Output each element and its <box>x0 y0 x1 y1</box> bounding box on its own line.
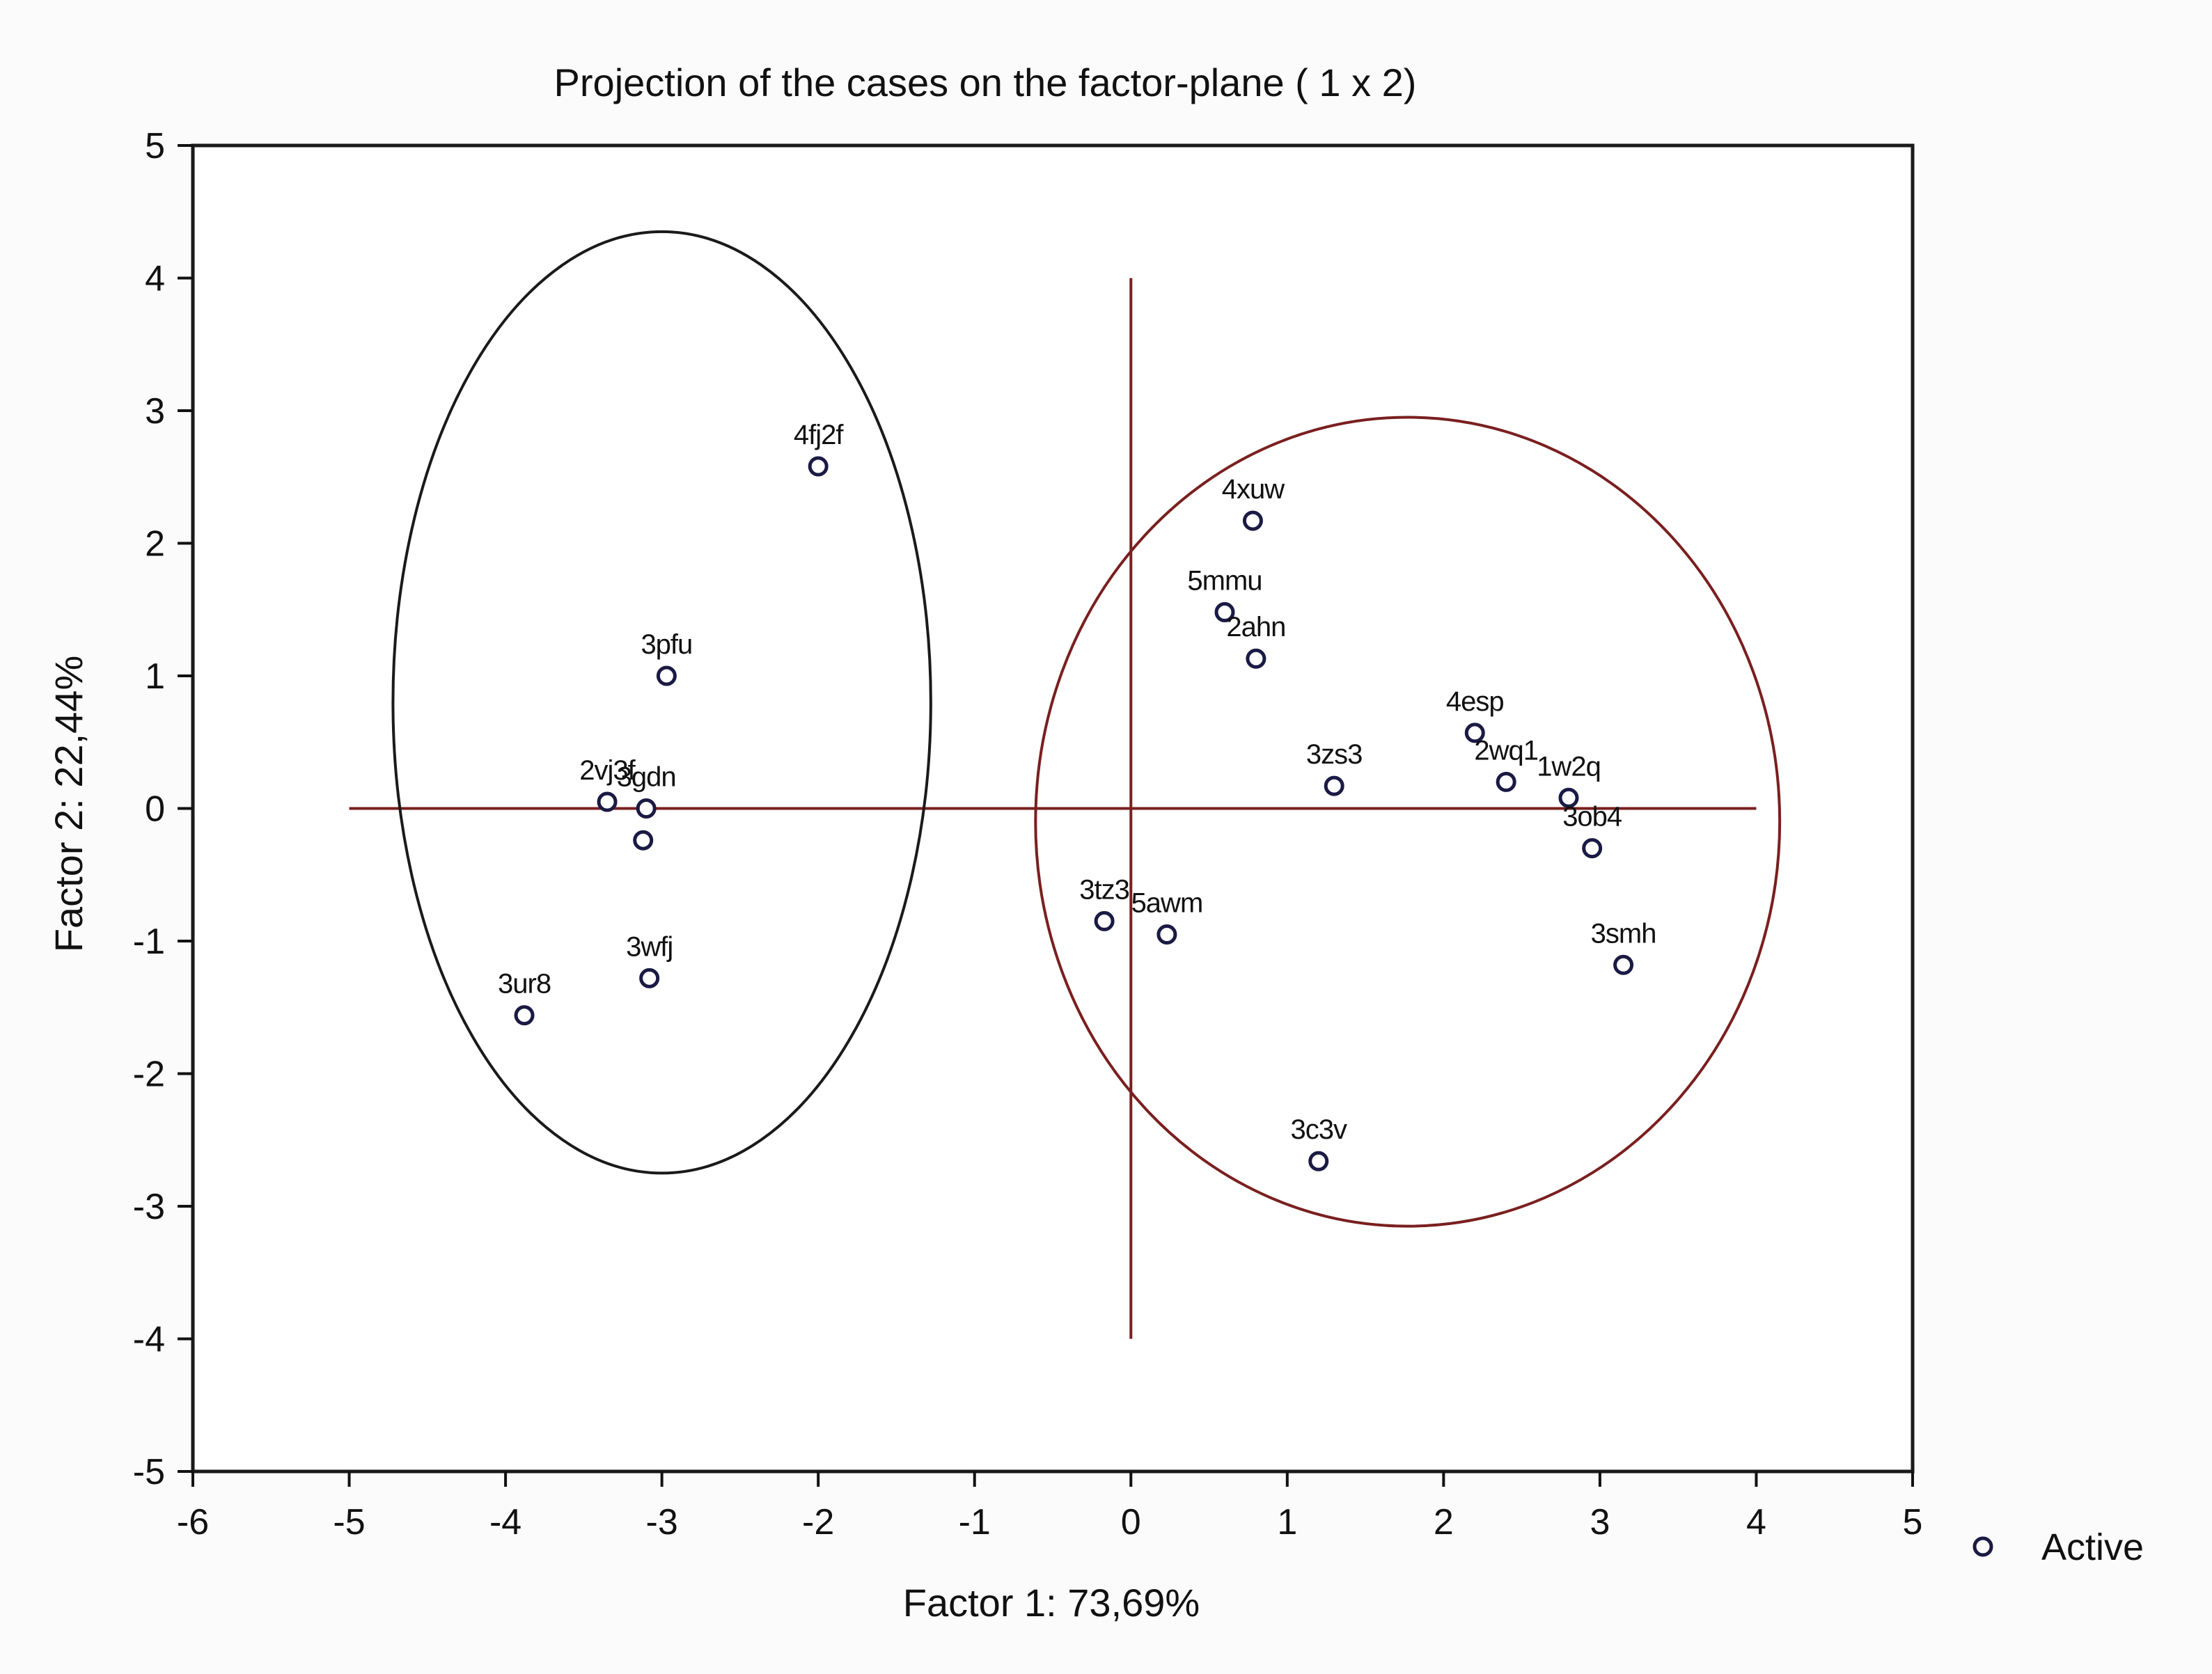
legend-marker-icon <box>1972 1536 1993 1557</box>
data-point-label: 3ur8 <box>498 969 551 1000</box>
data-point-label: 3ob4 <box>1562 802 1622 832</box>
data-point-label: 2ahn <box>1226 612 1285 642</box>
y-tick-label: 5 <box>145 126 165 166</box>
data-point <box>1246 648 1266 669</box>
y-tick-label: 4 <box>145 259 165 299</box>
data-point-label: 4xuw <box>1222 474 1285 505</box>
data-point <box>1324 775 1344 796</box>
cluster-ellipses <box>391 230 1782 1228</box>
data-points <box>514 456 1634 1171</box>
data-point <box>597 791 618 812</box>
data-point <box>639 968 660 988</box>
x-tick-label: -2 <box>802 1502 834 1542</box>
y-tick-label: -4 <box>133 1320 165 1360</box>
data-point-label: 3zs3 <box>1306 739 1363 770</box>
x-tick-label: 4 <box>1746 1502 1766 1542</box>
data-point-label: 3gdn <box>617 762 676 793</box>
data-point <box>1214 602 1235 623</box>
data-point-label: 1w2q <box>1537 751 1601 782</box>
data-point <box>1156 924 1177 945</box>
data-point-label: 3tz3 <box>1079 874 1129 905</box>
data-point-label: 4esp <box>1446 686 1504 717</box>
legend: Active <box>1972 1526 2144 1568</box>
data-point-label: 2wq1 <box>1474 735 1538 766</box>
x-axis-ticks: -6 -5 -4 -3 -2 -1 0 1 2 3 4 5 <box>177 1471 1923 1542</box>
x-tick-label: -1 <box>959 1502 991 1542</box>
y-axis-ticks: 5 4 3 2 1 0 -1 -2 -3 -4 -5 <box>133 126 193 1492</box>
data-point <box>1464 722 1485 743</box>
data-point <box>1582 838 1603 859</box>
data-point-label: 3pfu <box>641 629 692 660</box>
data-point <box>1242 510 1263 531</box>
reference-lines <box>349 278 1757 1339</box>
legend-label-active: Active <box>2041 1526 2144 1568</box>
y-axis-label: Factor 2: 22,44% <box>47 656 91 952</box>
x-tick-label: -5 <box>333 1502 365 1542</box>
data-point <box>514 1005 535 1026</box>
y-tick-label: -3 <box>133 1187 165 1227</box>
x-axis-label: Factor 1: 73,69% <box>903 1581 1200 1625</box>
data-point <box>633 830 654 851</box>
data-point <box>1496 771 1516 792</box>
x-tick-label: 3 <box>1590 1502 1610 1542</box>
ellipse-right-cluster <box>1034 416 1782 1228</box>
x-tick-label: -4 <box>489 1502 521 1542</box>
ellipse-left-cluster <box>391 230 932 1175</box>
data-point <box>1558 787 1579 808</box>
y-tick-label: -2 <box>133 1055 165 1095</box>
y-tick-label: -5 <box>133 1452 165 1492</box>
data-point <box>656 665 677 686</box>
data-point-label: 5mmu <box>1187 566 1262 597</box>
x-tick-label: 5 <box>1903 1502 1923 1542</box>
x-tick-label: 2 <box>1434 1502 1454 1542</box>
data-point-label: 2vj3f <box>579 755 636 786</box>
y-tick-label: 3 <box>145 391 165 432</box>
chart-title: Projection of the cases on the factor-pl… <box>554 61 1417 104</box>
data-point <box>636 798 657 819</box>
x-tick-label: -3 <box>646 1502 678 1542</box>
data-point <box>1308 1151 1329 1171</box>
data-point-label: 3wfj <box>626 931 673 962</box>
x-tick-label: 0 <box>1121 1502 1141 1542</box>
y-tick-label: 2 <box>145 524 165 564</box>
data-point-label: 3smh <box>1591 918 1656 949</box>
data-point-label: 5awm <box>1131 887 1203 918</box>
x-tick-label: 1 <box>1277 1502 1297 1542</box>
data-point <box>1094 910 1115 931</box>
data-point-label: 3c3v <box>1290 1114 1347 1145</box>
data-point <box>808 456 829 477</box>
y-tick-label: 0 <box>145 789 165 830</box>
data-point <box>1613 954 1634 975</box>
y-tick-label: 1 <box>145 656 165 697</box>
x-tick-label: -6 <box>177 1502 209 1542</box>
data-point-label: 4fj2f <box>794 420 844 450</box>
y-tick-label: -1 <box>133 922 165 962</box>
